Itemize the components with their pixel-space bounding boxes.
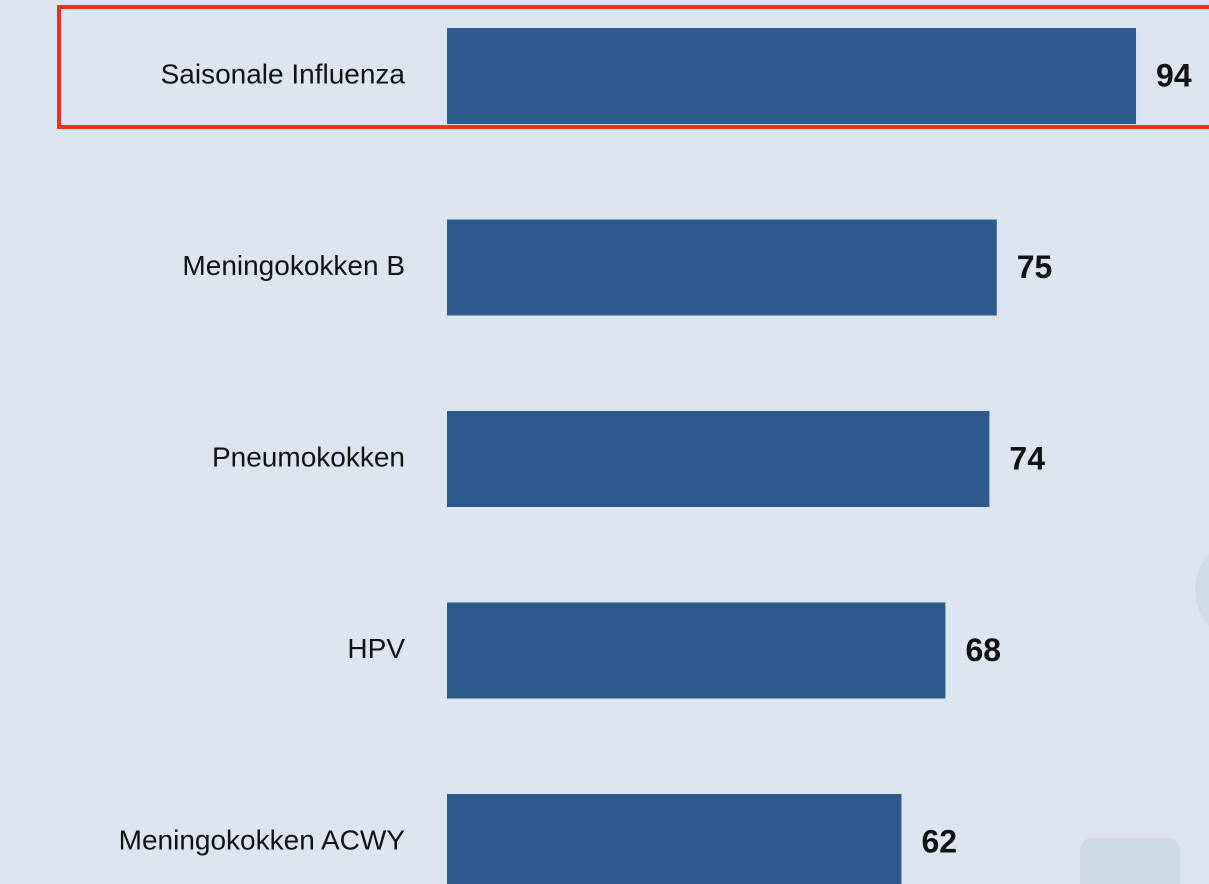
decoration [1080,838,1180,884]
category-label: Pneumokokken [212,441,405,472]
decoration [1195,553,1209,627]
category-label: HPV [347,633,405,664]
highlight-frame [57,5,1209,129]
value-label: 94 [1156,57,1192,93]
bar [447,794,902,884]
plot-area: Saisonale Influenza 94 Meningokokken B 75 Pn… [119,28,1192,884]
value-label: 74 [1009,440,1045,476]
value-label: 75 [1017,249,1053,285]
value-label: 68 [965,632,1001,668]
category-label: Meningokokken ACWY [119,824,406,855]
bar [447,219,997,316]
value-label: 62 [921,823,957,859]
category-label: Saisonale Influenza [161,58,406,89]
bar [447,28,1137,124]
bar [447,411,990,507]
category-label: Meningokokken B [182,250,405,281]
bar [447,602,946,699]
